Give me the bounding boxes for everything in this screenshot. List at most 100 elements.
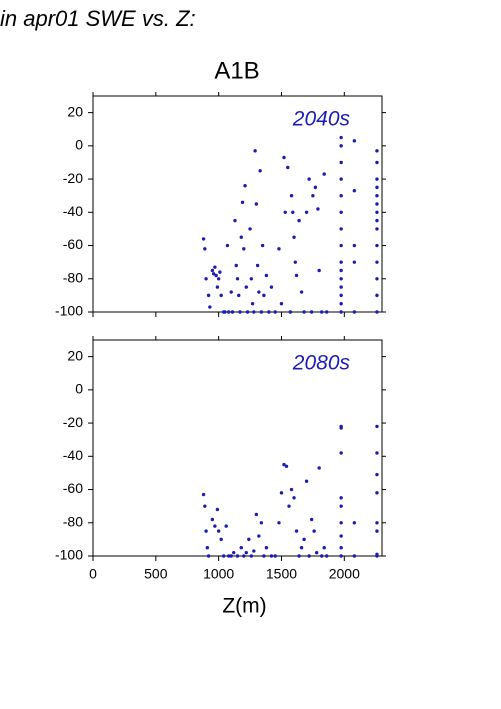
point [210, 268, 215, 273]
y-tick-label: 0 [75, 137, 83, 153]
point [319, 554, 324, 558]
point [227, 310, 231, 314]
point [325, 310, 329, 314]
point [375, 227, 379, 231]
x-axis-label: Z(m) [222, 595, 266, 618]
point [339, 310, 343, 314]
point [221, 554, 226, 558]
point [244, 285, 248, 289]
point [223, 310, 227, 314]
point [319, 310, 324, 314]
point [375, 149, 379, 153]
point [277, 247, 281, 251]
point [339, 210, 343, 215]
point [322, 545, 326, 550]
point [339, 426, 343, 430]
x-tick-label: 500 [144, 566, 168, 582]
point [297, 554, 301, 558]
point [225, 243, 230, 248]
point [253, 149, 257, 153]
point [297, 218, 301, 223]
point [279, 301, 284, 306]
point [269, 554, 274, 558]
point [247, 537, 251, 542]
point [264, 545, 269, 550]
point [273, 554, 277, 558]
point [282, 462, 286, 467]
point [206, 554, 211, 558]
point [289, 487, 294, 492]
point [205, 545, 210, 550]
point [339, 534, 343, 538]
point [292, 496, 296, 500]
point [339, 268, 343, 273]
point [307, 177, 311, 181]
point [215, 285, 220, 289]
point [339, 227, 343, 231]
point [208, 305, 212, 309]
panel-label: 2080s [292, 352, 351, 375]
point [203, 504, 207, 508]
point [242, 554, 246, 558]
point [375, 193, 379, 198]
point [249, 554, 254, 558]
point [204, 529, 208, 533]
point [375, 260, 379, 264]
point [255, 263, 260, 268]
point [375, 293, 379, 298]
x-tick-label: 1500 [266, 566, 297, 582]
point [339, 177, 343, 181]
point [375, 177, 379, 181]
point [239, 545, 243, 550]
point [279, 491, 284, 495]
point [229, 290, 233, 294]
point [339, 521, 343, 525]
point [257, 534, 261, 538]
point [375, 210, 379, 215]
point [311, 193, 315, 198]
point [299, 290, 304, 294]
point [317, 268, 321, 273]
point [213, 265, 217, 269]
point [312, 529, 316, 533]
x-tick-label: 2000 [329, 566, 360, 582]
point [352, 189, 357, 193]
point [245, 310, 250, 314]
point [204, 277, 208, 281]
point [216, 529, 221, 533]
y-tick-label: -40 [63, 447, 83, 463]
point [232, 550, 236, 555]
point [248, 227, 252, 231]
point [352, 310, 357, 314]
point [227, 554, 231, 558]
point [339, 160, 343, 165]
point [262, 293, 266, 298]
point [375, 529, 379, 533]
point [375, 491, 379, 495]
point [252, 310, 256, 314]
point [339, 545, 343, 550]
point [339, 135, 343, 140]
point [309, 310, 314, 314]
point [238, 310, 242, 314]
y-tick-label: -20 [63, 414, 83, 430]
point [234, 263, 238, 268]
point [259, 310, 264, 314]
point [224, 524, 228, 528]
point [339, 451, 343, 455]
point [307, 554, 311, 558]
point [313, 185, 318, 190]
point [218, 270, 222, 274]
point [244, 550, 248, 555]
point [294, 273, 299, 278]
y-tick-label: 20 [67, 347, 83, 363]
point [206, 293, 211, 298]
point [257, 290, 261, 294]
point [264, 273, 269, 278]
point [201, 492, 206, 497]
point [316, 207, 320, 211]
point [339, 260, 343, 264]
point [260, 243, 265, 248]
point [375, 218, 379, 223]
